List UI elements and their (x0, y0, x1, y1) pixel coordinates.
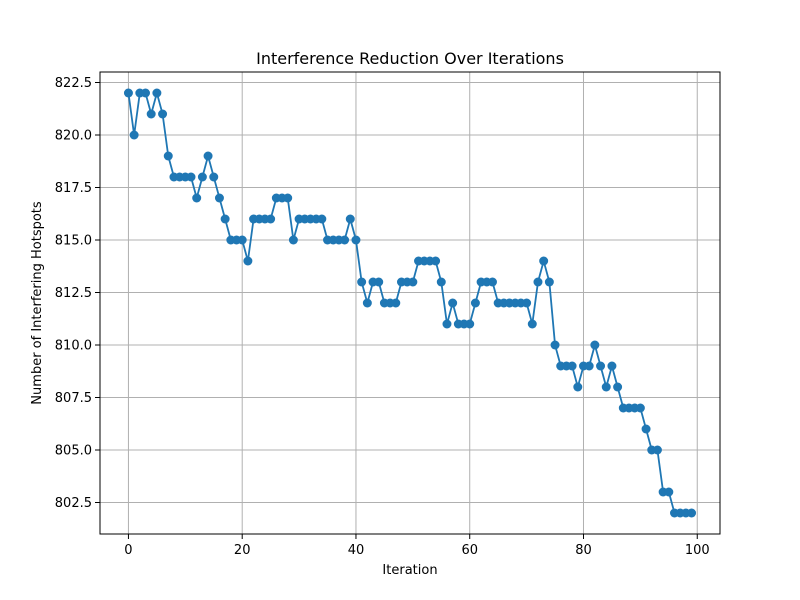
axis-ticks: 0 20 40 60 80 100 802.5 805.0 807.5 810.0 812.5 815… (55, 76, 710, 558)
x-tick-label: 80 (575, 543, 592, 558)
data-point (584, 361, 594, 371)
data-point (351, 235, 361, 245)
data-point (436, 277, 446, 287)
data-point (442, 319, 452, 329)
data-point (317, 214, 327, 224)
data-point (573, 382, 583, 392)
data-point (220, 214, 230, 224)
data-point (283, 193, 293, 203)
x-tick-label: 20 (234, 543, 251, 558)
data-point (158, 109, 168, 119)
data-point (533, 277, 543, 287)
data-point (340, 235, 350, 245)
data-point (635, 403, 645, 413)
data-point (197, 172, 207, 182)
y-axis-label: Number of Interfering Hotspots (30, 201, 45, 405)
x-tick-label: 40 (348, 543, 365, 558)
y-tick-label: 807.5 (55, 391, 92, 406)
x-tick-label: 100 (685, 543, 710, 558)
data-point (391, 298, 401, 308)
data-point (192, 193, 202, 203)
data-point (237, 235, 247, 245)
data-point (607, 361, 617, 371)
data-point (448, 298, 458, 308)
data-point (641, 424, 651, 434)
data-point (186, 172, 196, 182)
data-point (374, 277, 384, 287)
data-point (544, 277, 554, 287)
data-point (209, 172, 219, 182)
data-point (596, 361, 606, 371)
y-tick-label: 802.5 (55, 496, 92, 511)
x-axis-label: Iteration (382, 563, 437, 578)
data-point (687, 508, 697, 518)
data-point (613, 382, 623, 392)
data-point (539, 256, 549, 266)
data-point (431, 256, 441, 266)
y-tick-label: 822.5 (55, 76, 92, 91)
data-point (470, 298, 480, 308)
x-tick-label: 60 (461, 543, 478, 558)
data-point (152, 88, 162, 98)
data-point (345, 214, 355, 224)
data-point (664, 487, 674, 497)
data-point (522, 298, 532, 308)
data-point (487, 277, 497, 287)
y-tick-label: 805.0 (55, 444, 92, 459)
plot-frame (99, 71, 721, 535)
data-point (652, 445, 662, 455)
data-point (465, 319, 475, 329)
data-point (266, 214, 276, 224)
data-point (550, 340, 560, 350)
gridlines (100, 72, 720, 534)
data-point (129, 130, 139, 140)
data-point (408, 277, 418, 287)
data-point (527, 319, 537, 329)
series-layer (123, 88, 697, 518)
data-point (141, 88, 150, 98)
data-point (362, 298, 372, 308)
data-point (590, 340, 600, 350)
data-point (601, 382, 611, 392)
chart-title: Interference Reduction Over Iterations (256, 49, 564, 68)
y-tick-label: 810.0 (55, 339, 92, 354)
data-point (357, 277, 367, 287)
data-point (123, 88, 133, 98)
y-tick-label: 820.0 (55, 129, 92, 144)
y-tick-label: 812.5 (55, 286, 92, 301)
y-tick-label: 817.5 (55, 181, 92, 196)
data-point (567, 361, 577, 371)
data-point (203, 151, 213, 161)
data-point (146, 109, 156, 119)
data-point (214, 193, 224, 203)
data-point (243, 256, 253, 266)
data-point (288, 235, 298, 245)
data-point (163, 151, 173, 161)
x-tick-label: 0 (124, 543, 132, 558)
y-tick-label: 815.0 (55, 234, 92, 249)
